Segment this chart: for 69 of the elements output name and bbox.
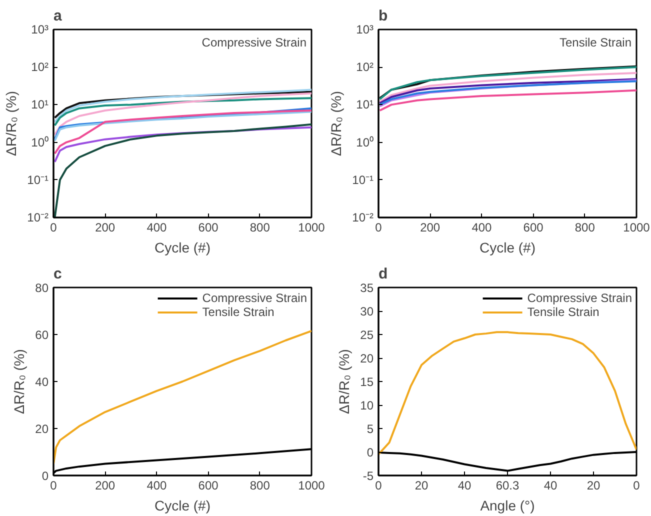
chart-title: a [54, 8, 62, 24]
legend-label: Tensile Strain [527, 305, 600, 319]
chart-title: d [378, 266, 388, 282]
x-tick-label: 600 [198, 478, 219, 492]
annotation: Tensile Strain [559, 36, 632, 50]
chart-title: b [378, 8, 388, 24]
x-tick-label: 400 [146, 220, 168, 234]
y-tick-label: 10¹ [31, 98, 49, 112]
y-tick-label: 15 [360, 375, 374, 389]
y-tick-label: 10 [360, 398, 374, 412]
y-tick-label: 10⁻¹ [352, 172, 374, 187]
legend-label: Tensile Strain [202, 305, 274, 319]
y-tick-label: -5 [362, 469, 374, 483]
x-tick-label: 200 [95, 220, 116, 234]
x-axis-title: Cycle (#) [154, 240, 211, 256]
y-tick-label: 10¹ [356, 98, 374, 112]
y-tick-label: 20 [360, 352, 374, 366]
x-axis-title: Angle (°) [480, 498, 535, 514]
x-tick-label: 20 [586, 478, 600, 492]
x-axis-title: Cycle (#) [479, 240, 536, 256]
y-tick-label: 35 [360, 281, 374, 295]
x-tick-label: 800 [574, 220, 596, 234]
x-tick-label: 40 [458, 478, 472, 492]
y-tick-label: 10⁰ [31, 135, 49, 150]
legend-label: Compressive Strain [527, 291, 632, 305]
x-tick-label: 400 [472, 220, 492, 234]
y-tick-label: 10⁻¹ [27, 172, 49, 187]
y-tick-label: 10² [356, 60, 374, 74]
x-tick-label: 0 [633, 478, 640, 492]
y-axis-title: ΔR/R₀ (%) [336, 349, 352, 414]
x-axis-title: Cycle (#) [154, 498, 211, 514]
y-axis-title: ΔR/R₀ (%) [11, 349, 28, 414]
y-tick-label: 10³ [356, 22, 374, 36]
chart-title: c [54, 266, 62, 282]
y-tick-label: 40 [35, 375, 49, 389]
x-tick-label: 200 [420, 220, 440, 234]
legend-label: Compressive Strain [202, 291, 307, 305]
y-tick-label: 80 [35, 281, 49, 295]
x-tick-label: 600 [198, 220, 219, 234]
y-tick-label: 10⁻² [27, 210, 49, 224]
x-tick-label: 800 [250, 220, 270, 234]
y-tick-label: 30 [360, 304, 374, 318]
y-tick-label: 5 [366, 422, 374, 436]
x-tick-label: 0 [50, 220, 58, 234]
y-tick-label: 20 [35, 422, 49, 436]
y-axis-title: ΔR/R₀ (%) [328, 91, 344, 156]
y-tick-label: 25 [360, 328, 374, 342]
x-tick-label: 800 [250, 478, 270, 492]
x-tick-label: 1000 [623, 220, 650, 234]
y-tick-label: 10⁻² [352, 210, 374, 224]
x-tick-label: 0 [375, 478, 382, 492]
x-tick-label: 20 [414, 478, 428, 492]
y-axis-title: ΔR/R₀ (%) [3, 91, 20, 156]
y-tick-label: 10³ [31, 22, 49, 36]
x-tick-label: 0 [50, 478, 58, 492]
y-tick-label: 0 [42, 469, 49, 483]
y-tick-label: 0 [366, 446, 374, 460]
x-tick-label: 1000 [298, 220, 326, 234]
x-tick-label: 200 [95, 478, 116, 492]
y-tick-label: 10⁰ [356, 135, 374, 150]
y-tick-label: 60 [35, 328, 49, 342]
annotation: Compressive Strain [202, 36, 306, 50]
x-tick-label: 1000 [298, 478, 326, 492]
x-tick-label: 0 [375, 220, 382, 234]
x-tick-label: 600 [523, 220, 544, 234]
x-tick-label: 40 [544, 478, 558, 492]
y-tick-label: 10² [31, 60, 49, 74]
x-tick-label: 400 [146, 478, 168, 492]
x-tick-label: 60.3 [496, 478, 520, 492]
